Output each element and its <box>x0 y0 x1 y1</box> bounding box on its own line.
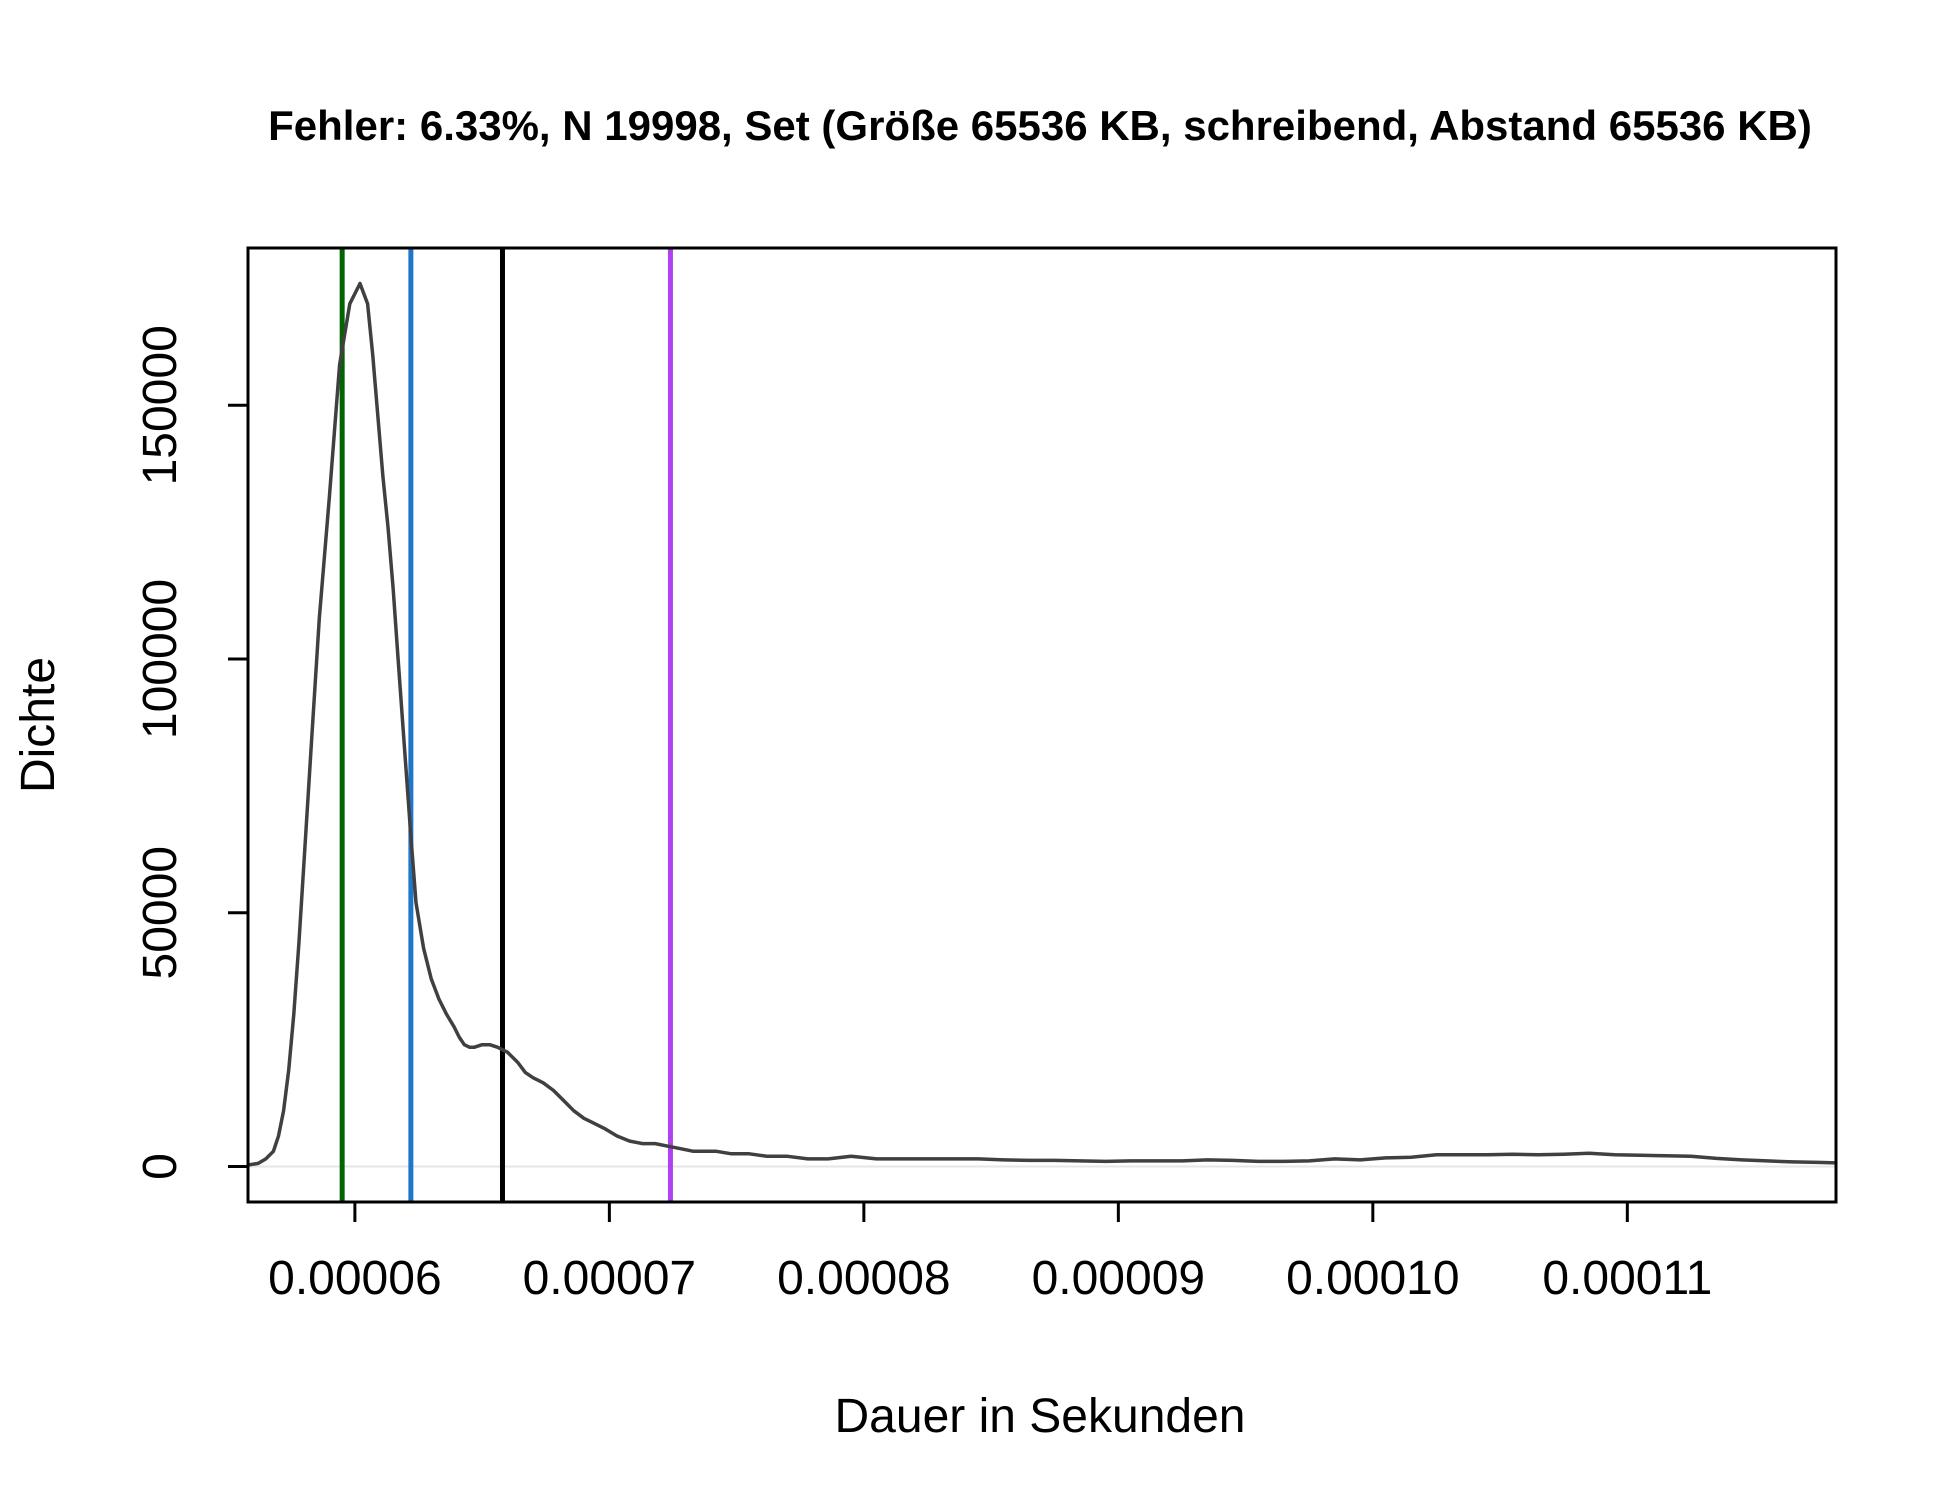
chart-title: Fehler: 6.33%, N 19998, Set (Größe 65536… <box>268 102 1812 149</box>
x-tick-label: 0.00007 <box>523 1252 697 1305</box>
density-curve-1 <box>247 281 1837 1167</box>
x-tick-label: 0.00011 <box>1542 1252 1712 1305</box>
y-tick-label: 150000 <box>134 325 187 485</box>
x-tick-label: 0.00006 <box>268 1252 442 1305</box>
plot-frame <box>246 246 1838 1204</box>
y-tick-label: 0 <box>134 1153 187 1180</box>
y-tick-label: 50000 <box>134 846 187 979</box>
x-tick-label: 0.00008 <box>777 1252 951 1305</box>
x-tick-label: 0.00009 <box>1032 1252 1206 1305</box>
x-axis-label: Dauer in Sekunden <box>835 1390 1246 1443</box>
y-tick-label: 100000 <box>134 579 187 739</box>
plot-area: 0.00006 0.00007 0.00008 0.00009 0.00010 0.000… <box>134 246 1838 1305</box>
y-axis-label: Dichte <box>12 657 65 793</box>
x-tick-label: 0.00010 <box>1286 1252 1460 1305</box>
